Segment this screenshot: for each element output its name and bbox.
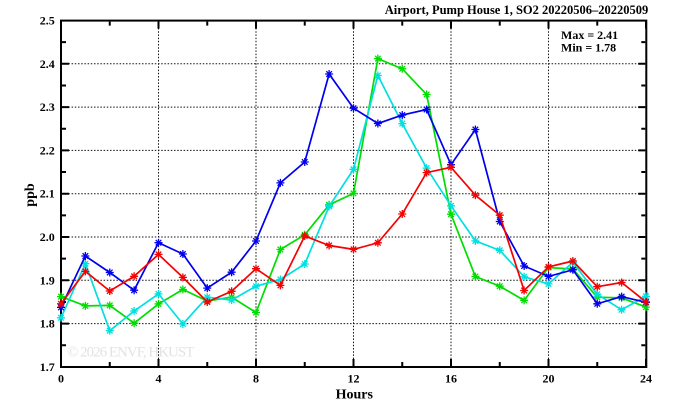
svg-text:24: 24 [640,372,652,386]
svg-text:4: 4 [156,372,162,386]
svg-text:Max = 2.41: Max = 2.41 [561,28,618,42]
svg-text:Hours: Hours [336,388,374,403]
svg-text:1.9: 1.9 [40,273,55,287]
svg-text:0: 0 [58,372,64,386]
svg-text:20: 20 [543,372,555,386]
svg-text:2.0: 2.0 [40,230,55,244]
svg-text:1.8: 1.8 [40,317,55,331]
svg-text:2.3: 2.3 [40,100,55,114]
svg-text:2.4: 2.4 [40,57,55,71]
svg-text:2.5: 2.5 [40,14,55,28]
svg-text:ppb: ppb [23,183,38,207]
svg-text:16: 16 [445,372,457,386]
svg-text:2.2: 2.2 [40,143,55,157]
svg-text:© 2026 ENVF, HKUST: © 2026 ENVF, HKUST [67,345,194,361]
svg-text:8: 8 [253,372,259,386]
svg-text:12: 12 [348,372,360,386]
svg-text:Min = 1.78: Min = 1.78 [561,41,616,55]
svg-text:Airport, Pump House 1, SO2 202: Airport, Pump House 1, SO2 20220506–2022… [385,3,649,17]
svg-text:2.1: 2.1 [40,187,55,201]
svg-text:1.7: 1.7 [40,360,55,374]
